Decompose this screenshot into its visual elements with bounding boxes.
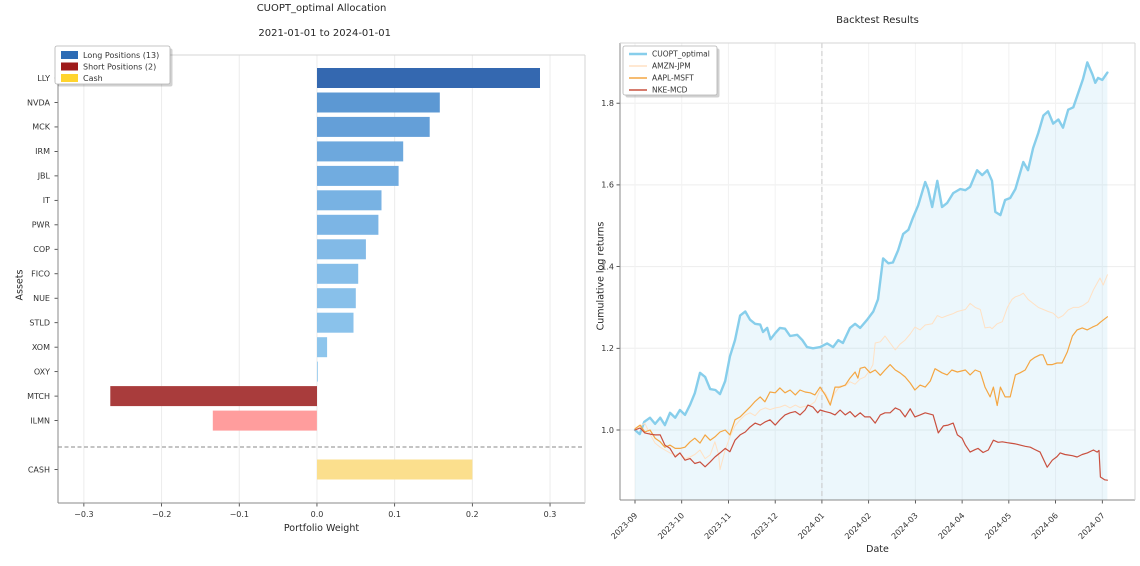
x-tick-label: −0.1 — [230, 510, 249, 519]
bar-LLY — [317, 68, 540, 88]
y-tick-label: 1.0 — [601, 426, 614, 435]
legend-label: AMZN-JPM — [652, 62, 691, 71]
bar-XOM — [317, 337, 328, 358]
asset-label-MTCH: MTCH — [27, 392, 50, 401]
asset-label-JBL: JBL — [37, 172, 51, 181]
asset-label-IT: IT — [43, 196, 50, 205]
backtest-xlabel: Date — [866, 544, 889, 555]
bar-CASH — [317, 459, 473, 480]
asset-label-CASH: CASH — [28, 465, 50, 474]
backtest-y-axis: 1.0 1.2 1.4 1.6 1.8 — [601, 99, 620, 435]
bar-COP — [317, 239, 366, 260]
allocation-title-line2: 2021-01-01 to 2024-01-01 — [258, 28, 391, 39]
x-tick-label: 0.3 — [544, 510, 557, 519]
asset-label-NUE: NUE — [33, 294, 50, 303]
x-tick-label: 0.0 — [311, 510, 324, 519]
asset-label-ILMN: ILMN — [30, 416, 50, 425]
bar-FICO — [317, 263, 359, 284]
allocation-xlabel: Portfolio Weight — [283, 523, 360, 534]
y-tick-label: 1.6 — [601, 181, 614, 190]
y-tick-label: 1.4 — [601, 262, 614, 271]
legend-label: Long Positions (13) — [83, 51, 159, 60]
x-tick-label: −0.3 — [74, 510, 93, 519]
bar-NUE — [317, 288, 356, 309]
fill-under-CUOPT_optimal — [635, 62, 1108, 501]
bar-IRM — [317, 141, 404, 162]
bar-JBL — [317, 165, 399, 186]
date-tick-label: 2023-12 — [750, 511, 780, 541]
bar-MTCH — [110, 386, 317, 407]
bar-ILMN — [212, 410, 317, 431]
bar-PWR — [317, 214, 379, 235]
asset-label-PWR: PWR — [32, 221, 51, 230]
y-tick-label: 1.2 — [601, 344, 614, 353]
asset-tick-labels: LLY NVDA MCK IRM JBL IT PWR COP FICO NUE STLD XOM OX… — [27, 74, 51, 474]
legend-box — [622, 45, 718, 96]
legend-label: CUOPT_optimal — [652, 50, 710, 59]
legend-label: NKE-MCD — [652, 86, 688, 95]
x-tick-label: 0.2 — [466, 510, 479, 519]
allocation-legend: Long Positions (13) Short Positions (2) Ca… — [54, 45, 173, 87]
date-tick-label: 2024-01 — [796, 511, 826, 541]
x-tick-label: 0.1 — [388, 510, 401, 519]
asset-label-XOM: XOM — [32, 343, 50, 352]
legend-swatch — [61, 62, 78, 71]
allocation-bars — [110, 68, 540, 480]
y-axis-ticks — [54, 77, 58, 470]
asset-label-OXY: OXY — [34, 367, 50, 376]
series-CUOPT_optimal — [633, 61, 1109, 436]
date-tick-label: 2023-11 — [703, 511, 733, 541]
asset-label-NVDA: NVDA — [27, 98, 50, 107]
bar-STLD — [317, 312, 354, 333]
bar-MCK — [317, 116, 430, 137]
legend-swatch — [61, 74, 78, 82]
asset-label-LLY: LLY — [37, 74, 50, 83]
backtest-ylabel: Cumulative log returns — [595, 221, 607, 331]
bar-OXY — [317, 361, 318, 382]
legend-box — [54, 45, 171, 85]
backtest-spines — [619, 42, 1136, 501]
bar-IT — [317, 190, 382, 211]
date-tick-label: 2024-02 — [843, 511, 873, 541]
date-tick-label: 2023-09 — [609, 511, 639, 541]
date-tick-label: 2024-07 — [1077, 511, 1107, 541]
y-tick-label: 1.8 — [601, 99, 614, 108]
backtest-gridlines — [620, 43, 1135, 500]
legend-label: Short Positions (2) — [83, 62, 156, 71]
allocation-title: CUOPT_optimal Allocation 2021-01-01 to 2… — [58, 3, 585, 41]
asset-label-MCK: MCK — [32, 123, 50, 132]
backtest-title: Backtest Results — [836, 15, 919, 26]
x-tick-label: −0.2 — [152, 510, 171, 519]
date-tick-label: 2024-03 — [890, 511, 920, 541]
series-AMZN-JPM — [634, 274, 1108, 471]
legend-label: AAPL-MSFT — [652, 74, 694, 83]
allocation-chart: LLY NVDA MCK IRM JBL IT PWR COP FICO NUE STLD XOM OX… — [27, 45, 586, 519]
asset-label-FICO: FICO — [31, 270, 50, 279]
bar-NVDA — [317, 92, 440, 113]
legend-label: Cash — [83, 74, 103, 83]
date-tick-label: 2024-06 — [1030, 511, 1060, 541]
allocation-ylabel: Assets — [14, 269, 26, 301]
asset-label-COP: COP — [33, 245, 50, 254]
backtest-x-axis: 2023-09 2023-10 2023-11 2023-12 2024-01 2024-… — [609, 500, 1107, 541]
series-AAPL-MSFT — [634, 316, 1108, 449]
date-tick-label: 2024-04 — [937, 511, 967, 541]
date-tick-label: 2023-10 — [656, 511, 686, 541]
legend-swatch — [61, 51, 78, 59]
asset-label-STLD: STLD — [29, 319, 50, 328]
date-tick-label: 2024-05 — [983, 511, 1013, 541]
series-NKE-MCD — [634, 404, 1108, 481]
asset-label-IRM: IRM — [35, 147, 50, 156]
allocation-title-line1: CUOPT_optimal Allocation — [256, 3, 387, 14]
x-axis: −0.3 −0.2 −0.1 0.0 0.1 0.2 0.3 — [74, 503, 556, 519]
backtest-legend: CUOPT_optimal AMZN-JPM AAPL-MSFT NKE-MCD — [622, 45, 720, 98]
